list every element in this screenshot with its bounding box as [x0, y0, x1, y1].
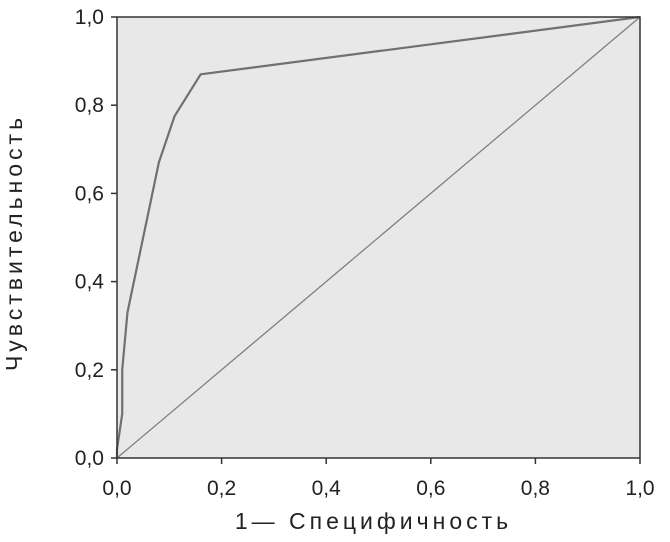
series-layer	[115, 15, 641, 459]
y-tick-label: 0,6	[75, 182, 104, 205]
y-tick-label: 0,4	[75, 271, 105, 294]
x-tick-label: 0,0	[102, 477, 131, 500]
x-tick-label: 0,4	[312, 477, 342, 500]
axis-ticks	[111, 16, 641, 464]
x-tick-label: 0,8	[521, 477, 550, 500]
y-tick-label: 0,2	[75, 359, 104, 382]
y-tick-label: 0,0	[75, 447, 104, 470]
y-axis-title: Чувствительность	[1, 114, 27, 371]
x-tick-label: 0,6	[416, 477, 445, 500]
x-tick-label: 1,0	[625, 477, 654, 500]
x-axis-title: 1— Специфичность	[235, 508, 512, 534]
plot-frame	[116, 16, 641, 459]
tick-labels: 0,0 0,2 0,4 0,6 0,8 1,0 0,0 0,2 0,4 0,6 0,8 1,0	[75, 6, 655, 500]
x-tick-label: 0,2	[207, 477, 236, 500]
y-tick-label: 1,0	[75, 6, 104, 29]
y-tick-label: 0,8	[75, 94, 104, 117]
roc-curve	[115, 15, 641, 458]
reference-diagonal	[116, 16, 641, 459]
